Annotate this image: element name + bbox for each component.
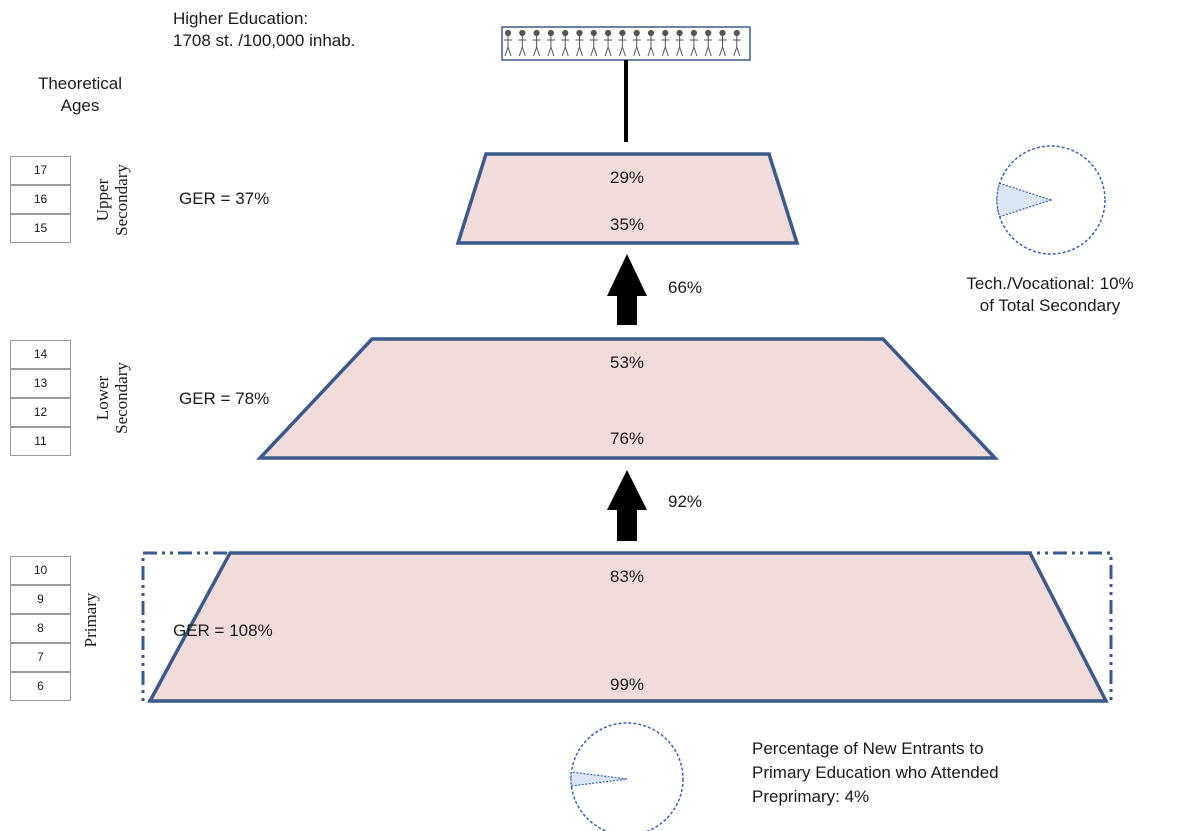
age-box-14: 14 xyxy=(10,340,71,369)
primary-trapezoid xyxy=(147,551,1109,703)
age-box-10: 10 xyxy=(10,556,71,585)
lower-label-line2: Secondary xyxy=(111,362,131,434)
primary-label: Primary xyxy=(81,580,104,660)
student-figure-icon xyxy=(532,29,541,57)
student-figure-icon xyxy=(704,29,713,57)
higher-education-title: Higher Education: xyxy=(173,9,309,28)
lower-label-line1: Lower xyxy=(93,375,112,421)
theoretical-ages-line2: Ages xyxy=(60,96,100,116)
primary-ger: GER = 108% xyxy=(173,621,273,640)
higher-education-value: 1708 st. /100,000 inhab. xyxy=(173,31,356,51)
upper-label-line1: Upper xyxy=(93,178,112,222)
student-figure-icon xyxy=(575,29,584,57)
student-figure-icon xyxy=(504,29,512,57)
lower-ger: GER = 78% xyxy=(179,389,270,408)
lower-top-pct: 53% xyxy=(610,353,644,372)
age-box-16: 16 xyxy=(10,185,71,214)
primary-label-text: Primary xyxy=(81,592,100,648)
age-box-11: 11 xyxy=(10,427,71,456)
transition-pct-upper: 66% xyxy=(668,278,703,297)
student-figure-icon xyxy=(718,29,727,57)
lower-secondary-trapezoid xyxy=(255,337,1000,460)
tech-vocational-label: Tech./Vocational: 10% of Total Secondary xyxy=(930,273,1170,317)
upper-top-pct: 29% xyxy=(610,168,644,187)
age-box-17: 17 xyxy=(10,156,71,185)
theoretical-ages-heading: Theoretical Ages xyxy=(20,73,140,117)
transition-arrow-lower xyxy=(607,470,647,541)
student-figure-icon xyxy=(732,29,741,57)
upper-label-line2: Secondary xyxy=(111,164,131,236)
age-box-7: 7 xyxy=(10,643,71,672)
transition-arrow-upper xyxy=(607,254,647,325)
preprimary-label: Percentage of New Entrants to Primary Ed… xyxy=(752,737,999,809)
preprimary-line1: Percentage of New Entrants to xyxy=(752,739,984,758)
theoretical-ages-line1: Theoretical xyxy=(37,74,123,93)
lower-bottom-pct: 76% xyxy=(610,429,644,448)
student-figure-icon xyxy=(604,29,613,57)
student-figure-icon xyxy=(518,29,527,57)
upper-secondary-label: Upper Secondary xyxy=(93,150,138,250)
student-figure-icon xyxy=(618,29,627,57)
upper-ger: GER = 37% xyxy=(179,189,270,208)
age-box-13: 13 xyxy=(10,369,71,398)
upper-bottom-pct: 35% xyxy=(610,215,644,234)
student-figure-icon xyxy=(632,29,641,57)
age-box-9: 9 xyxy=(10,585,71,614)
higher-education-label: Higher Education: 1708 st. /100,000 inha… xyxy=(173,8,355,52)
transition-pct-lower: 92% xyxy=(668,492,703,511)
tech-vocational-line2: of Total Secondary xyxy=(979,296,1121,316)
preprimary-line2: Primary Education who Attended xyxy=(752,763,999,783)
student-figure-icon xyxy=(546,29,555,57)
student-figure-icon xyxy=(561,29,570,57)
age-box-12: 12 xyxy=(10,398,71,427)
primary-bottom-pct: 99% xyxy=(610,675,644,694)
preprimary-slice xyxy=(570,771,628,787)
age-box-15: 15 xyxy=(10,214,71,243)
lower-secondary-label: Lower Secondary xyxy=(93,348,138,448)
student-figure-icon xyxy=(675,29,684,57)
student-figure-icon xyxy=(647,29,655,57)
age-box-6: 6 xyxy=(10,672,71,701)
student-figure-icon xyxy=(589,29,598,57)
age-box-8: 8 xyxy=(10,614,71,643)
upper-secondary-trapezoid xyxy=(455,152,800,245)
student-figures-icon xyxy=(504,29,741,57)
primary-top-pct: 83% xyxy=(610,567,644,586)
student-figure-icon xyxy=(689,29,698,57)
preprimary-line3: Preprimary: 4% xyxy=(752,787,870,807)
tech-vocational-slice xyxy=(996,182,1053,218)
tech-vocational-line1: Tech./Vocational: 10% xyxy=(966,274,1134,293)
student-figure-icon xyxy=(661,29,670,57)
